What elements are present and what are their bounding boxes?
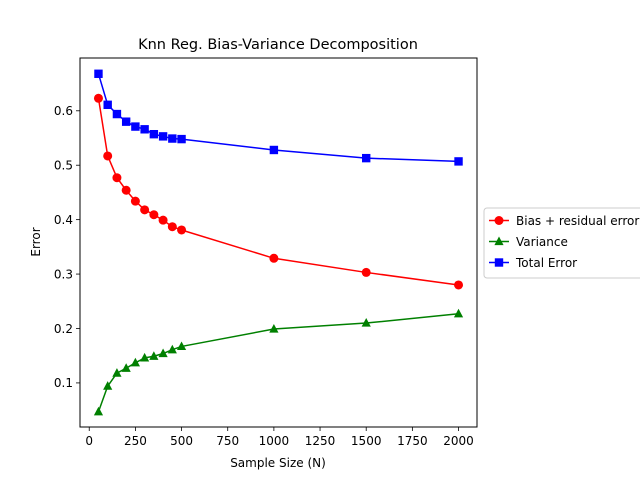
series-layer [93,69,464,416]
x-axis-ticks: 0 250 500 750 1000 1250 1500 1750 2000 [85,427,474,448]
data-point-total-error [177,134,186,144]
data-point-variance [93,406,104,416]
data-point-total-error [168,134,177,143]
data-point-bias-residual-error [361,267,371,277]
x-tick-label: 500 [170,434,193,448]
data-point-variance [167,344,177,354]
legend: Bias + residual error Variance Total Error [483,207,640,279]
data-point-total-error [121,117,131,126]
data-point-total-error [158,132,168,141]
series-bias-residual-error [93,93,464,290]
plot-area [80,58,477,427]
data-point-total-error [131,122,140,131]
data-point-total-error [362,153,371,163]
data-point-bias-residual-error [130,196,140,206]
x-tick-label: 750 [216,434,239,448]
data-point-bias-residual-error [140,205,150,215]
legend-marker-total-error [494,258,504,267]
data-point-bias-residual-error [112,173,122,183]
x-tick-label: 2000 [443,434,474,448]
legend-marker-bias-residual-error [494,216,504,225]
y-tick-label: 0.2 [54,322,73,336]
data-point-bias-residual-error [177,225,187,235]
plot-frame [79,57,478,428]
legend-label-bias-residual-error: Bias + residual error [516,214,639,228]
data-point-variance [103,381,113,390]
x-tick-label: 1750 [397,434,428,448]
data-point-variance [269,324,279,333]
x-tick-label: 1250 [305,434,336,448]
series-total-error [94,69,463,166]
data-point-bias-residual-error [103,151,113,161]
data-point-total-error [454,157,463,166]
data-point-variance [158,348,168,358]
legend-marker-variance [494,236,504,246]
y-tick-label: 0.5 [54,159,73,173]
data-point-variance [112,368,122,377]
x-tick-label: 0 [85,434,93,448]
legend-label-total-error: Total Error [515,256,577,270]
data-point-bias-residual-error [149,210,159,220]
data-point-total-error [149,129,159,139]
y-tick-label: 0.3 [54,267,73,281]
series-variance [93,308,464,416]
data-point-total-error [103,100,112,110]
data-point-variance [121,363,131,372]
x-tick-label: 1500 [351,434,382,448]
legend-box [483,207,640,279]
x-axis-label: Sample Size (N) [230,456,326,470]
data-point-bias-residual-error [454,280,464,290]
data-point-total-error [140,125,149,134]
x-tick-label: 250 [124,434,147,448]
data-point-variance [149,351,159,360]
y-axis-label: Error [29,227,43,256]
data-point-total-error [112,109,122,119]
data-point-variance [176,341,187,351]
data-point-total-error [269,145,279,155]
data-point-variance [130,357,140,367]
data-point-variance [361,318,371,327]
data-point-variance [140,352,150,362]
data-point-bias-residual-error [158,215,168,225]
y-axis-ticks: 0.1 0.2 0.3 0.4 0.5 0.6 [54,104,80,390]
data-point-bias-residual-error [269,253,279,263]
y-tick-label: 0.1 [54,376,73,390]
x-tick-label: 1000 [259,434,290,448]
data-point-bias-residual-error [167,222,177,232]
chart-title: Knn Reg. Bias-Variance Decomposition [138,37,418,53]
data-point-variance [453,308,464,318]
y-tick-label: 0.4 [54,213,73,227]
data-point-bias-residual-error [93,93,103,103]
y-tick-label: 0.6 [54,104,73,118]
data-point-bias-residual-error [121,185,131,195]
legend-label-variance: Variance [516,235,568,249]
data-point-total-error [94,69,103,78]
